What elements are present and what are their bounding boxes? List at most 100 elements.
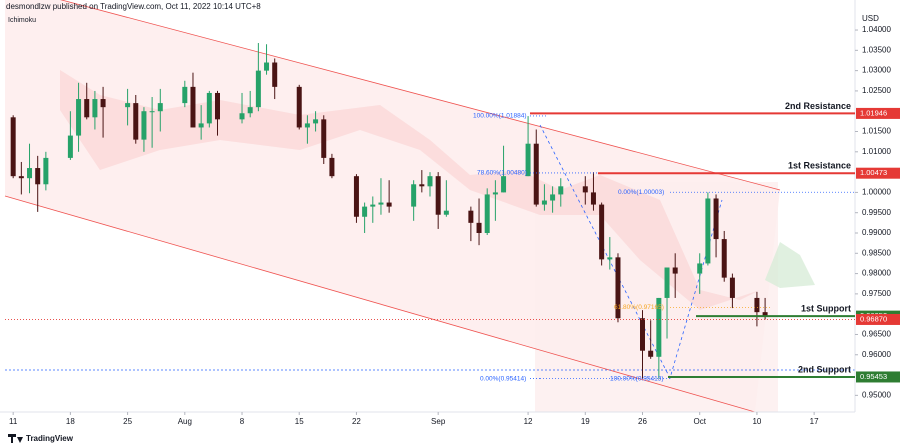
candle-body — [762, 312, 768, 317]
fib-zigzag — [539, 124, 723, 380]
candle-body — [157, 103, 163, 112]
fib-label: 61.80%(0.97165) — [614, 304, 664, 311]
candle-body — [672, 267, 678, 274]
candle-body — [476, 222, 482, 233]
candle-body — [411, 184, 417, 207]
candle-body — [84, 99, 90, 118]
x-tick-label: 12 — [524, 417, 533, 426]
price-box — [856, 313, 900, 325]
x-tick-label: 8 — [240, 417, 245, 426]
candle-body — [100, 99, 106, 108]
candle-body — [206, 92, 212, 124]
zone-fill — [535, 182, 778, 412]
candle-body — [149, 111, 155, 113]
y-tick-label: 0.99500 — [862, 208, 891, 217]
indicator-label: Ichimoku — [8, 17, 36, 24]
candle-body — [190, 86, 196, 128]
x-tick-label: Sep — [431, 417, 446, 426]
y-tick-label: 1.04000 — [862, 25, 891, 34]
candle-body — [239, 113, 245, 120]
x-tick-label: Oct — [693, 417, 706, 426]
candle-body — [599, 204, 605, 260]
candle-body — [10, 117, 16, 177]
header: desmondlzw published on TradingView.com,… — [6, 2, 261, 11]
candle-body — [35, 168, 41, 185]
y-tick-label: 1.03500 — [862, 45, 891, 54]
candle-body — [754, 297, 760, 313]
fib-label: 78.60%(1.00480) — [477, 170, 527, 177]
candle-body — [133, 103, 139, 140]
price-box-label: 0.96870 — [860, 314, 887, 323]
candle-body — [386, 202, 392, 207]
candle-body — [640, 318, 645, 351]
logo — [8, 434, 23, 443]
x-tick-label: 11 — [9, 417, 18, 426]
candle-body — [705, 198, 711, 264]
candle-body — [304, 123, 310, 128]
candle-body — [125, 103, 131, 108]
candle-body — [713, 198, 719, 240]
candle-body — [582, 186, 588, 193]
fib-label: 0.00%(0.95414) — [480, 375, 526, 382]
y-tick-label: 0.98000 — [862, 269, 891, 278]
candle-body — [501, 176, 507, 193]
candle-body — [18, 176, 24, 179]
candle-body — [353, 176, 359, 217]
y-tick-label: 1.01500 — [862, 127, 891, 136]
candle-body — [92, 99, 98, 118]
candle-body — [435, 176, 441, 215]
level-name: 2nd Resistance — [785, 101, 851, 111]
candle-body — [313, 119, 319, 124]
candle-body — [697, 263, 703, 274]
x-tick-label: 18 — [66, 417, 75, 426]
ichimoku-cloud-green — [765, 242, 815, 288]
footer: TradingView — [26, 434, 74, 443]
candle-body — [67, 135, 73, 158]
candle-body — [541, 200, 547, 205]
candle-body — [27, 168, 33, 179]
candle-body — [664, 267, 670, 298]
x-tick-label: 15 — [295, 417, 304, 426]
price-box — [856, 371, 900, 383]
y-tick-label: 1.02500 — [862, 86, 891, 95]
y-tick-label: 1.00000 — [862, 188, 891, 197]
price-box-label: 1.00473 — [860, 168, 887, 177]
level-name: 2nd Support — [798, 364, 851, 374]
channel-lower — [4, 195, 756, 413]
fib-label: 100.00%(0.95413) — [610, 375, 664, 382]
ichimoku-cloud — [60, 70, 760, 310]
candle-body — [607, 257, 613, 260]
candle-body — [182, 86, 188, 104]
price-box — [856, 107, 900, 119]
y-tick-label: 0.96000 — [862, 350, 891, 359]
candle-body — [198, 123, 204, 128]
candle-body — [721, 239, 727, 278]
level-name: 1st Support — [801, 303, 851, 313]
candle-body — [729, 277, 735, 298]
y-tick-label: 0.97500 — [862, 289, 891, 298]
price-box — [856, 167, 900, 179]
candle-body — [272, 62, 278, 87]
fib-label: 0.00%(1.00003) — [618, 189, 664, 196]
fib-label: 100.00%(1.01884) — [473, 113, 527, 120]
price-box-label: 0.95453 — [860, 372, 887, 381]
x-tick-label: Aug — [178, 417, 192, 426]
candle-body — [590, 192, 596, 205]
candle-body — [215, 92, 220, 120]
candle-body — [247, 107, 253, 114]
candle-body — [615, 257, 621, 319]
candle-body — [468, 210, 474, 223]
candle-body — [427, 176, 433, 187]
x-tick-label: 25 — [123, 417, 132, 426]
candle-body — [370, 204, 376, 207]
candle-body — [550, 194, 556, 201]
candle-body — [321, 119, 327, 158]
x-tick-label: 10 — [752, 417, 761, 426]
currency: USD — [862, 14, 879, 23]
candle-body — [329, 157, 335, 177]
candle-body — [648, 350, 654, 357]
level-name: 1st Resistance — [788, 161, 851, 171]
x-tick-label: 19 — [581, 417, 590, 426]
candle-body — [656, 297, 662, 357]
